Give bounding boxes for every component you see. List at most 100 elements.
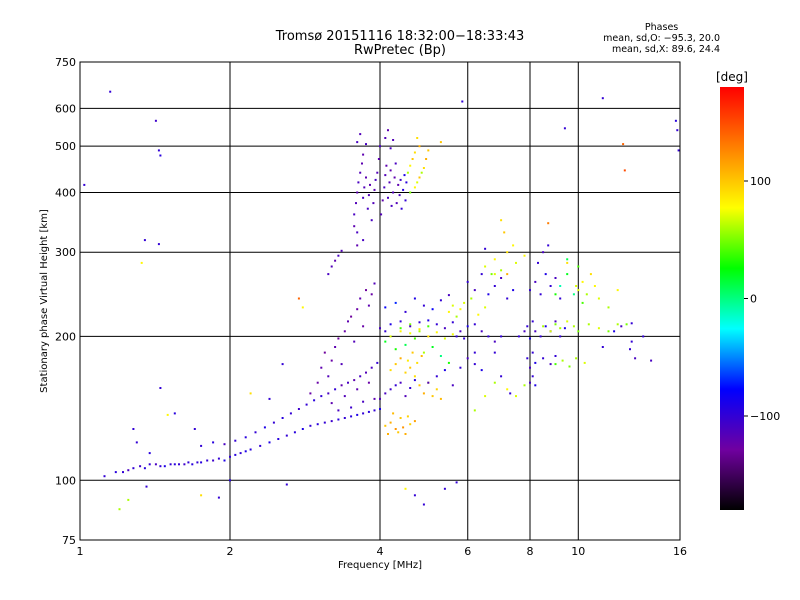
scatter-point: [139, 465, 142, 468]
scatter-point: [413, 494, 416, 497]
scatter-point: [542, 357, 545, 360]
scatter-point: [589, 273, 592, 276]
chart-title-line1: Tromsø 20151116 18:32:00−18:33:43: [275, 29, 525, 44]
scatter-point: [373, 397, 376, 400]
scatter-point: [566, 261, 569, 264]
scatter-point: [374, 178, 377, 181]
scatter-point: [191, 463, 194, 466]
scatter-point: [409, 332, 412, 335]
scatter-point: [268, 441, 271, 444]
scatter-point: [547, 222, 550, 225]
scatter-point: [399, 178, 402, 181]
scatter-point: [418, 384, 421, 387]
scatter-point: [466, 357, 469, 360]
scatter-point: [369, 183, 371, 186]
scatter-point: [200, 444, 203, 447]
scatter-point: [427, 335, 430, 338]
scatter-point: [259, 444, 262, 447]
scatter-point: [529, 381, 531, 384]
scatter-point: [373, 409, 376, 412]
scatter-point: [400, 207, 403, 210]
scatter-point: [418, 145, 421, 148]
scatter-point: [493, 258, 496, 261]
scatter-point: [547, 244, 550, 247]
phase-stats-o: mean, sd,O: −95.3, 20.0: [603, 33, 720, 44]
scatter-point: [316, 381, 319, 384]
scatter-point: [406, 359, 409, 362]
scatter-point: [330, 420, 333, 423]
scatter-point: [384, 424, 387, 427]
scatter-point: [187, 461, 190, 464]
scatter-point: [500, 335, 503, 338]
scatter-point: [585, 293, 588, 296]
scatter-point: [135, 441, 138, 444]
x-tick-label: 8: [527, 545, 534, 558]
scatter-point: [487, 335, 490, 338]
scatter-point: [359, 375, 362, 378]
scatter-point: [575, 285, 578, 287]
y-tick-label: 500: [55, 140, 76, 153]
scatter-point: [447, 310, 450, 313]
scatter-point: [517, 335, 520, 338]
scatter-point: [575, 357, 578, 360]
scatter-point: [597, 327, 600, 330]
scatter-point: [601, 97, 604, 100]
scatter-point: [500, 269, 503, 272]
scatter-point: [526, 357, 529, 360]
scatter-point: [114, 471, 117, 474]
scatter-point: [616, 289, 619, 292]
scatter-point: [234, 453, 237, 456]
scatter-point: [607, 330, 610, 333]
scatter-point: [154, 119, 157, 122]
scatter-point: [365, 289, 367, 292]
scatter-point: [616, 323, 619, 326]
colorbar-tick-label: 100: [750, 175, 771, 188]
scatter-point: [493, 340, 496, 343]
scatter-point: [583, 361, 586, 364]
scatter-point: [403, 174, 406, 177]
scatter-point: [362, 239, 365, 242]
scatter-point: [411, 351, 414, 354]
scatter-point: [443, 487, 446, 490]
scatter-point: [577, 265, 580, 268]
scatter-point: [340, 384, 343, 387]
scatter-point: [132, 467, 135, 470]
scatter-point: [523, 330, 526, 333]
scatter-point: [459, 308, 462, 311]
scatter-point: [373, 188, 376, 191]
scatter-point: [154, 463, 157, 466]
scatter-point: [217, 496, 220, 499]
scatter-point: [554, 293, 557, 296]
scatter-point: [554, 355, 557, 357]
scatter-point: [370, 219, 373, 222]
y-tick-label: 75: [62, 534, 76, 547]
scatter-point: [376, 171, 379, 174]
scatter-point: [515, 261, 517, 264]
scatter-point: [404, 433, 407, 435]
scatter-point: [674, 119, 677, 122]
scatter-point: [623, 169, 626, 172]
scatter-point: [409, 366, 412, 369]
scatter-point: [387, 196, 389, 199]
scatter-point: [389, 421, 392, 424]
scatter-point: [367, 304, 370, 307]
scatter-point: [127, 469, 130, 472]
scatter-point: [384, 330, 387, 333]
scatter-point: [455, 481, 458, 484]
scatter-point: [365, 176, 367, 179]
scatter-point: [480, 330, 483, 333]
scatter-point: [484, 395, 487, 398]
scatter-point: [200, 461, 203, 464]
scatter-point: [650, 359, 653, 362]
scatter-point: [493, 351, 496, 354]
scatter-point: [416, 361, 419, 364]
scatter-point: [554, 320, 557, 323]
scatter-point: [389, 323, 392, 326]
scatter-point: [493, 285, 496, 287]
scatter-point: [356, 141, 359, 144]
scatter-point: [377, 158, 380, 160]
scatter-point: [359, 171, 362, 174]
scatter-point: [593, 285, 596, 287]
scatter-point: [509, 392, 512, 395]
